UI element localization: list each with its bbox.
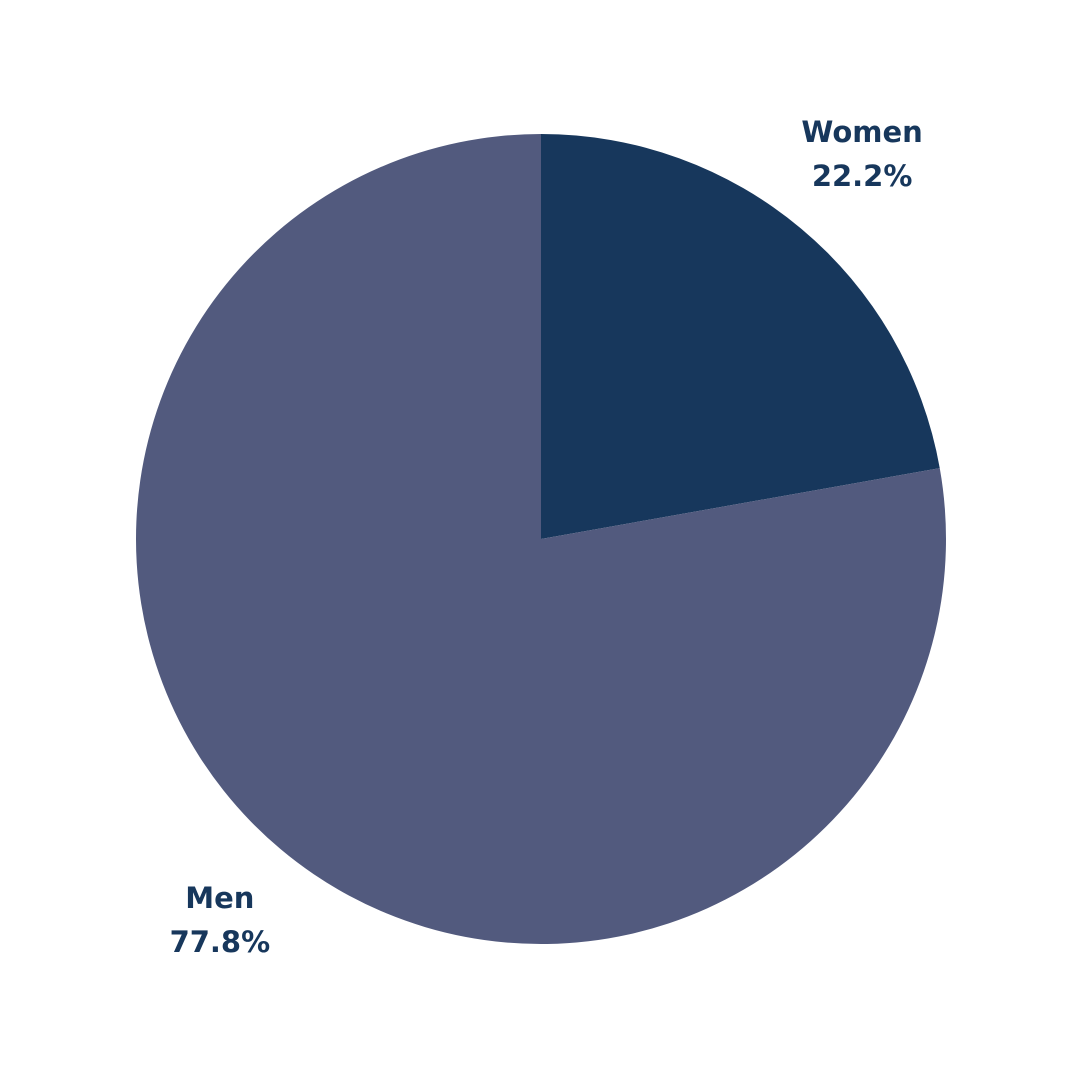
slice-value-label: 22.2% [812, 159, 913, 193]
pie-slice [136, 134, 947, 945]
slice-value-label: 77.8% [170, 925, 271, 959]
slice-label: Men [185, 881, 254, 915]
slice-label: Women [801, 115, 922, 149]
pie-slice [541, 134, 940, 539]
